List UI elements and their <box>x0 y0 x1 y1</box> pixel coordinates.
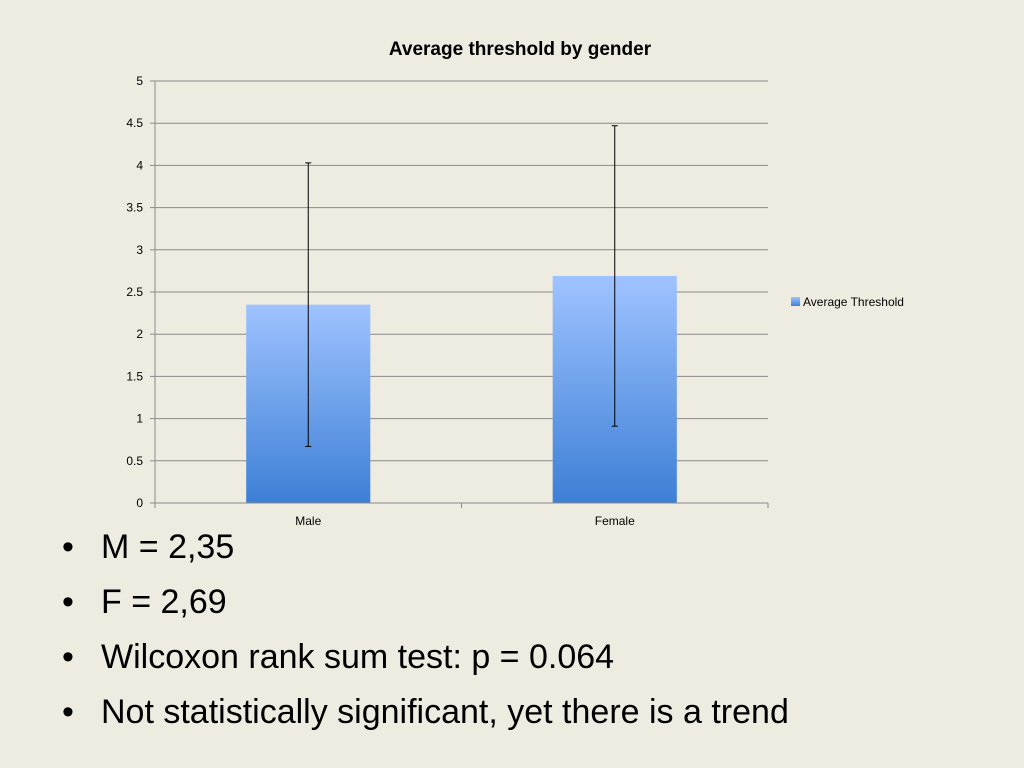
y-tick-label: 2 <box>136 327 143 341</box>
bullet-list: • M = 2,35 • F = 2,69 • Wilcoxon rank sum t… <box>58 520 789 740</box>
bullet-dot: • <box>62 638 74 676</box>
y-tick-label: 2.5 <box>126 285 143 299</box>
bullet-item-conclusion: • Not statistically significant, yet ther… <box>58 685 789 740</box>
y-axis-ticks: 0 0.5 1 1.5 2 2.5 3 3.5 4 4.5 5 <box>126 74 155 510</box>
bullet-dot: • <box>62 583 74 621</box>
bullet-text: F = 2,69 <box>101 583 227 621</box>
y-tick-label: 1 <box>136 412 143 426</box>
x-tick-label-female: Female <box>595 514 635 528</box>
bullet-dot: • <box>62 693 74 731</box>
bullet-text: M = 2,35 <box>101 528 235 566</box>
y-tick-label: 1.5 <box>126 369 143 383</box>
bars <box>246 275 677 503</box>
legend-swatch <box>791 297 800 306</box>
y-tick-label: 4.5 <box>126 116 143 130</box>
bullet-item-mean-female: • F = 2,69 <box>58 575 789 630</box>
chart-title: Average threshold by gender <box>389 39 652 60</box>
y-tick-label: 5 <box>136 74 143 88</box>
y-tick-label: 3 <box>136 243 143 257</box>
bullet-item-wilcoxon: • Wilcoxon rank sum test: p = 0.064 <box>58 630 789 685</box>
y-tick-label: 4 <box>136 158 143 172</box>
bullet-item-mean-male: • M = 2,35 <box>58 520 789 575</box>
bullet-text: Not statistically significant, yet there… <box>101 693 789 731</box>
error-bars <box>305 125 618 447</box>
legend: Average Threshold <box>791 295 904 309</box>
bar-chart: Average threshold by gender 0 0.5 1 1.5 2 2.5… <box>126 39 904 528</box>
bullet-dot: • <box>62 528 74 566</box>
x-axis-ticks: Male Female <box>154 502 769 528</box>
y-tick-label: 0.5 <box>126 454 143 468</box>
y-tick-label: 3.5 <box>126 201 143 215</box>
bullet-text: Wilcoxon rank sum test: p = 0.064 <box>101 638 615 676</box>
legend-label: Average Threshold <box>803 295 904 309</box>
x-tick-label-male: Male <box>295 514 321 528</box>
y-tick-label: 0 <box>136 496 143 510</box>
